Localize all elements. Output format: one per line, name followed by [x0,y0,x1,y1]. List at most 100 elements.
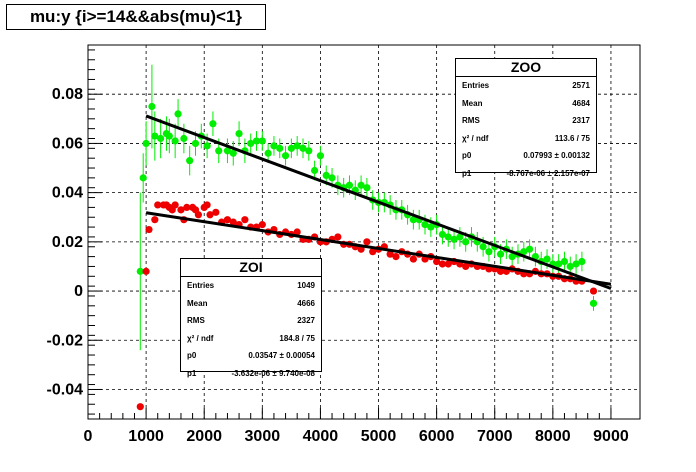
stats-value: -8.767e-06 ± 2.157e-07 [506,168,590,178]
x-tick-label: 2000 [186,428,222,445]
data-point [305,147,313,155]
data-point [328,174,336,182]
data-point [252,137,261,145]
data-point [191,139,200,148]
data-point [543,255,551,263]
data-point [589,287,598,295]
data-point [229,218,237,226]
data-point [572,260,580,268]
data-point [316,152,325,160]
data-point [171,137,179,145]
data-point [334,233,342,241]
fit-lines [145,114,612,290]
stats-value: 0.03547 ± 0.00054 [248,351,315,361]
data-point [578,257,586,266]
data-point [462,262,470,271]
x-tick-label: 8000 [535,428,571,445]
stats-row: χ² / ndf 113.6 / 75 [456,130,596,148]
stats-row: p1 -8.767e-06 ± 2.157e-07 [456,165,596,183]
data-point [247,139,255,148]
data-point [566,262,574,271]
data-point [299,144,307,152]
data-point [555,260,563,268]
fit-line [145,114,612,290]
stats-label: Mean [187,298,208,308]
stats-label: χ² / ndf [462,133,489,143]
data-point [241,216,249,224]
data-point [142,139,150,148]
x-tick-label: 6000 [419,428,455,445]
data-point [215,147,223,155]
chart-title: mu:y {i>=14&&abs(mu)<1} [6,4,266,30]
data-point [508,253,516,261]
data-point [485,248,493,256]
data-point [496,267,505,275]
data-point [438,260,447,268]
stats-row: Entries 2571 [456,77,596,95]
stats-value: 0.07993 ± 0.00132 [523,151,590,161]
data-point [311,166,319,175]
stats-row: Mean 4666 [181,295,321,313]
data-point [145,225,153,234]
x-tick-label: 0 [84,428,93,445]
stats-value: 2317 [572,116,590,126]
data-point [235,129,243,138]
data-point [526,245,534,253]
data-point [136,267,144,275]
x-tick-label: 3000 [245,428,281,445]
data-point [345,181,354,189]
stats-row: Entries 1049 [181,277,321,295]
data-point [142,267,150,275]
x-tick-label: 9000 [593,428,629,445]
data-point [479,243,487,251]
data-point [322,171,330,180]
data-point [560,257,569,266]
data-point [186,157,194,165]
stats-label: RMS [187,316,205,326]
stats-label: p0 [462,151,472,161]
stats-value: 2327 [297,316,315,326]
stats-label: RMS [462,116,480,126]
data-point [148,102,156,111]
data-point [450,235,458,243]
data-point [520,248,528,256]
data-point [357,181,365,189]
stats-label: Entries [462,81,490,91]
data-point [209,120,217,128]
stats-box-zoo: ZOO Entries 2571 Mean 4684 RMS 2317 χ² / nd… [455,58,597,178]
stats-label: p1 [187,368,197,378]
y-tick-label: 0.08 [52,86,83,103]
stats-label: p0 [187,351,197,361]
stats-row: p0 0.03547 ± 0.00054 [181,347,321,365]
data-point [369,248,377,256]
y-tick-label: -0.02 [47,332,84,349]
data-point [165,132,173,140]
data-point [206,211,214,219]
data-point [171,201,179,209]
data-point [409,216,417,224]
data-point [174,110,182,118]
data-point [139,174,147,182]
stats-label: p1 [462,168,472,178]
x-tick-label: 1000 [128,428,164,445]
stats-value: 2571 [572,81,590,91]
data-point [363,238,371,246]
data-point [281,152,290,160]
stats-value: 113.6 / 75 [554,133,590,143]
data-point [589,299,598,307]
data-point [203,201,211,209]
data-point [392,253,400,261]
data-point [363,184,371,192]
y-tick-label: -0.04 [47,381,84,398]
data-point [212,208,220,216]
stats-row: p0 0.07993 ± 0.00132 [456,147,596,165]
data-point [270,142,278,150]
stats-value: 1049 [297,281,315,291]
stats-row: χ² / ndf 184.8 / 75 [181,330,321,348]
axis-ticks [87,49,612,419]
tick-labels: 0 1000 2000 3000 4000 5000 6000 7000 8000 9000 -0.… [47,86,629,445]
data-point [462,238,470,246]
data-point [154,201,162,209]
data-point [203,142,211,150]
x-tick-label: 7000 [477,428,513,445]
